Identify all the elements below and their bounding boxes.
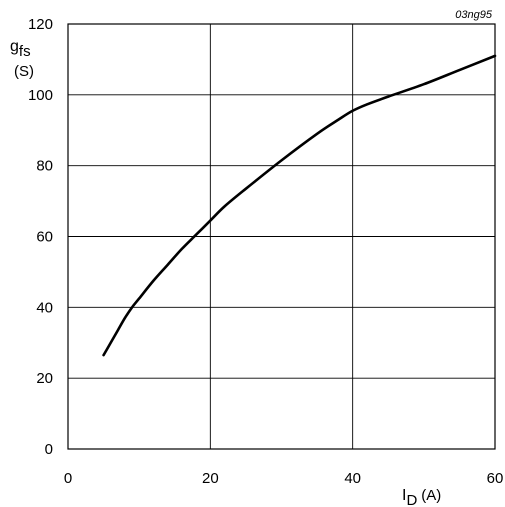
data-point xyxy=(281,160,282,161)
x-tick-label: 60 xyxy=(487,470,504,487)
data-point xyxy=(495,55,496,56)
y-tick-label: 40 xyxy=(36,299,53,316)
y-axis-symbol: g xyxy=(10,38,19,55)
y-axis-label: gfs xyxy=(10,38,31,60)
data-point xyxy=(167,264,168,265)
x-axis-unit: (A) xyxy=(421,487,441,504)
y-tick-label: 120 xyxy=(28,16,53,33)
data-point xyxy=(210,220,211,221)
data-point xyxy=(224,206,225,207)
x-tick-label: 40 xyxy=(344,470,361,487)
data-point xyxy=(338,119,339,120)
plot-frame xyxy=(67,23,496,450)
x-axis-subscript: D xyxy=(406,492,417,507)
data-point xyxy=(352,110,353,111)
data-point xyxy=(317,133,318,134)
x-tick-label: 20 xyxy=(202,470,219,487)
data-point xyxy=(459,70,460,71)
data-point xyxy=(196,234,197,235)
y-tick-label: 80 xyxy=(36,158,53,175)
y-tick-label: 100 xyxy=(28,87,53,104)
data-point xyxy=(423,84,424,85)
series-marks xyxy=(102,54,497,357)
data-point xyxy=(103,355,104,356)
data-point xyxy=(246,188,247,189)
y-tick-label: 0 xyxy=(45,441,53,458)
data-point xyxy=(367,104,368,105)
y-axis-unit: (S) xyxy=(14,63,34,80)
x-tick-label: 0 xyxy=(64,470,72,487)
data-point xyxy=(153,280,154,281)
tick-labels: 0 20 40 60 0 20 40 60 80 100 120 xyxy=(28,16,503,487)
data-point xyxy=(139,298,140,299)
data-point xyxy=(388,96,389,97)
x-axis-symbol: I xyxy=(402,487,406,504)
data-point xyxy=(125,318,126,319)
data-point xyxy=(117,330,118,331)
figure-reference: 03ng95 xyxy=(455,9,493,21)
data-point xyxy=(110,342,111,343)
grid xyxy=(67,23,496,450)
data-point xyxy=(181,248,182,249)
y-tick-label: 20 xyxy=(36,370,53,387)
series-line xyxy=(102,54,497,357)
y-axis-subscript: fs xyxy=(19,43,31,60)
y-tick-label: 60 xyxy=(36,229,53,246)
x-axis-label: ID (A) xyxy=(402,487,441,507)
data-point xyxy=(132,307,133,308)
